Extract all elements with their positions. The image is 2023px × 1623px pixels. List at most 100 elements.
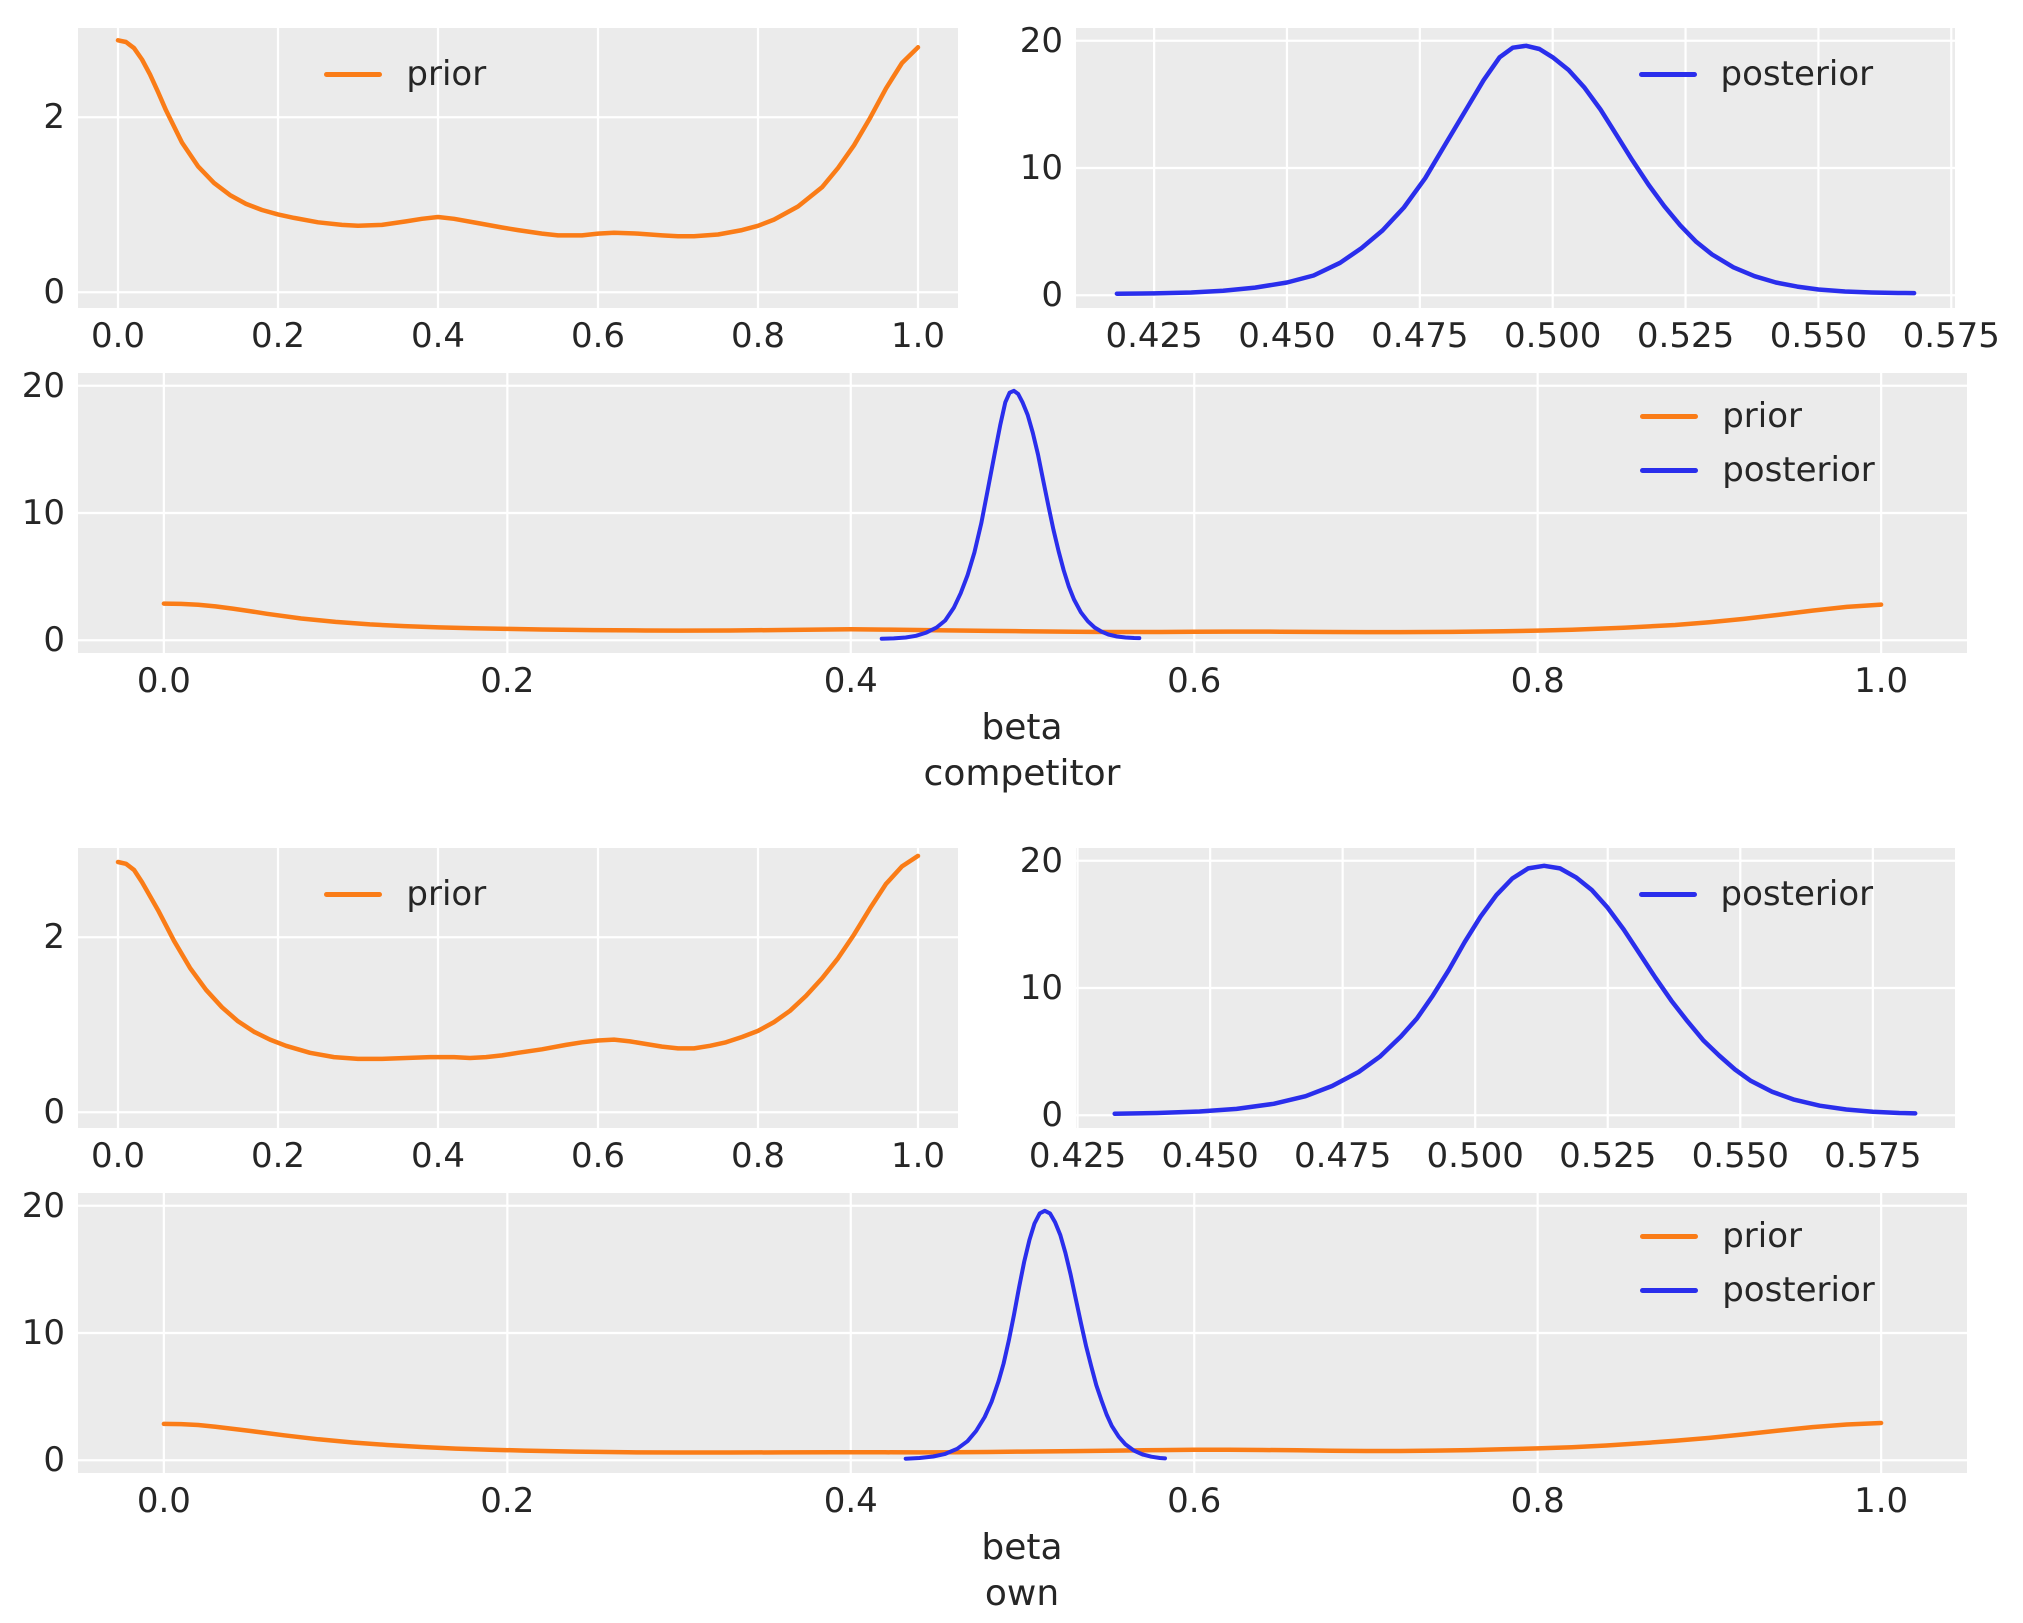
x-tick-label: 0.500 [1504,316,1602,356]
curve-prior [161,1420,1884,1455]
curve-prior [161,601,1884,635]
chart-panel-own-prior: 0.0 0.2 0.4 0.6 0.8 1.0 0 2 prior [43,848,958,1175]
curve-posterior [903,1208,1167,1461]
x-tick-label: 0.0 [90,1136,146,1176]
curve-prior [115,853,921,1062]
x-tick-label: 1.0 [1854,1481,1909,1521]
x-tick-label: 0.0 [136,1481,191,1521]
legend-entry-label: prior [1722,396,1802,437]
y-tick-label: 2 [43,97,65,138]
chart-panel-competitor-prior: 0.0 0.2 0.4 0.6 0.8 1.0 0 2 prior [43,28,958,355]
y-tick-label: 0 [43,1092,65,1133]
legend-entry-label: prior [406,54,487,94]
y-tick-label: 20 [21,365,65,406]
legend-entry-label: posterior [1720,874,1874,914]
x-tick-label: 0.475 [1371,316,1469,356]
legend: posterior [1638,54,1874,94]
legend-swatch-prior [1640,1234,1699,1240]
legend-swatch-posterior [1638,72,1697,78]
x-tick-label: 0.575 [1902,316,2000,356]
legend-swatch-posterior [1640,1287,1699,1293]
x-tick-label: 0.8 [1510,1481,1565,1521]
plot-area [78,848,958,1128]
y-tick-label: 10 [1019,968,1063,1008]
curve-prior [115,38,921,239]
y-tick-label: 20 [21,1185,65,1226]
legend-entry: posterior [1638,54,1874,94]
legend-entry: posterior [1638,874,1874,914]
chart-panel-competitor-overlay: 0.0 0.2 0.4 0.6 0.8 1.0 0 10 20 prior posterior [22,369,1967,700]
legend-entry: posterior [1640,449,1875,490]
x-tick-label: 0.4 [823,1481,878,1521]
legend-entry: prior [1640,396,1875,437]
x-tick-label: 0.4 [823,661,878,701]
x-tick-label: 0.6 [1167,1481,1222,1521]
x-tick-label: 1.0 [890,1136,946,1176]
x-tick-label: 0.550 [1769,316,1868,356]
x-tick-label: 0.8 [730,316,786,356]
curve-posterior [879,388,1142,641]
chart-panel-competitor-posterior: 0.425 0.450 0.475 0.500 0.525 0.550 0.575 0 10 20… [1020,24,2000,355]
plot-background [78,848,958,1128]
legend-entry-label: posterior [1720,54,1874,94]
plot-area [78,1193,1967,1473]
y-tick-label: 0 [43,272,65,313]
y-tick-label: 0 [1041,275,1063,316]
x-tick-label: 0.2 [480,1481,535,1521]
x-axis-label-line2: own [984,1573,1060,1614]
plot-area [78,28,958,308]
curve-posterior [1114,43,1917,296]
x-tick-label: 0.425 [1028,1136,1127,1176]
x-tick-label: 0.575 [1824,1136,1922,1176]
plot-area [1076,848,1955,1128]
x-tick-label: 0.6 [1167,661,1222,701]
legend-swatch-prior [324,72,383,78]
y-tick-label: 10 [21,1313,65,1353]
plot-area [78,373,1967,653]
chart-panel-own-overlay: 0.0 0.2 0.4 0.6 0.8 1.0 0 10 20 prior posterior [22,1189,1967,1520]
x-tick-label: 0.4 [410,316,466,356]
y-tick-label: 2 [43,917,65,958]
x-tick-label: 0.0 [136,661,191,701]
y-tick-label: 10 [21,493,65,533]
x-tick-label: 0.2 [480,661,535,701]
legend-entry-label: posterior [1722,449,1875,490]
plot-area [1076,28,1955,308]
x-axis-label-line1: beta [981,1527,1063,1568]
legend-entry: prior [324,54,487,94]
legend-entry: prior [1640,1216,1875,1257]
y-tick-label: 0 [43,620,65,661]
legend-entry: posterior [1640,1269,1875,1310]
x-tick-label: 1.0 [1854,661,1909,701]
chart-panel-own-posterior: 0.425 0.450 0.475 0.500 0.525 0.550 0.575 0 10 20… [1020,844,1955,1175]
legend: posterior [1638,874,1874,914]
legend: prior [324,875,486,913]
x-tick-label: 0.450 [1161,1136,1259,1176]
x-axis-label-competitor: beta competitor [924,705,1121,797]
x-tick-label: 0.8 [730,1136,786,1176]
curve-posterior [1112,863,1918,1116]
x-axis-label-own: beta own [981,1525,1062,1617]
x-axis-label-line1: beta [981,707,1063,748]
x-tick-label: 1.0 [890,316,946,356]
x-tick-label: 0.425 [1105,316,1203,356]
x-tick-label: 0.550 [1691,1136,1789,1176]
plot-background [78,28,958,308]
legend-entry-label: posterior [1722,1269,1875,1310]
legend-swatch-posterior [1640,467,1699,473]
y-tick-label: 0 [43,1440,65,1481]
x-tick-label: 0.2 [250,1136,306,1176]
legend-entry-label: prior [1722,1216,1802,1257]
x-tick-label: 0.8 [1510,661,1565,701]
legend: prior posterior [1640,396,1875,490]
y-tick-label: 0 [1041,1095,1063,1136]
x-tick-label: 0.525 [1559,1136,1657,1176]
y-tick-label: 10 [1019,148,1063,188]
x-tick-label: 0.4 [410,1136,466,1176]
x-tick-label: 0.475 [1293,1136,1392,1176]
x-tick-label: 0.500 [1426,1136,1524,1176]
x-axis-label-line2: competitor [923,753,1121,794]
x-tick-label: 0.525 [1636,316,1735,356]
legend-entry: prior [324,875,486,913]
